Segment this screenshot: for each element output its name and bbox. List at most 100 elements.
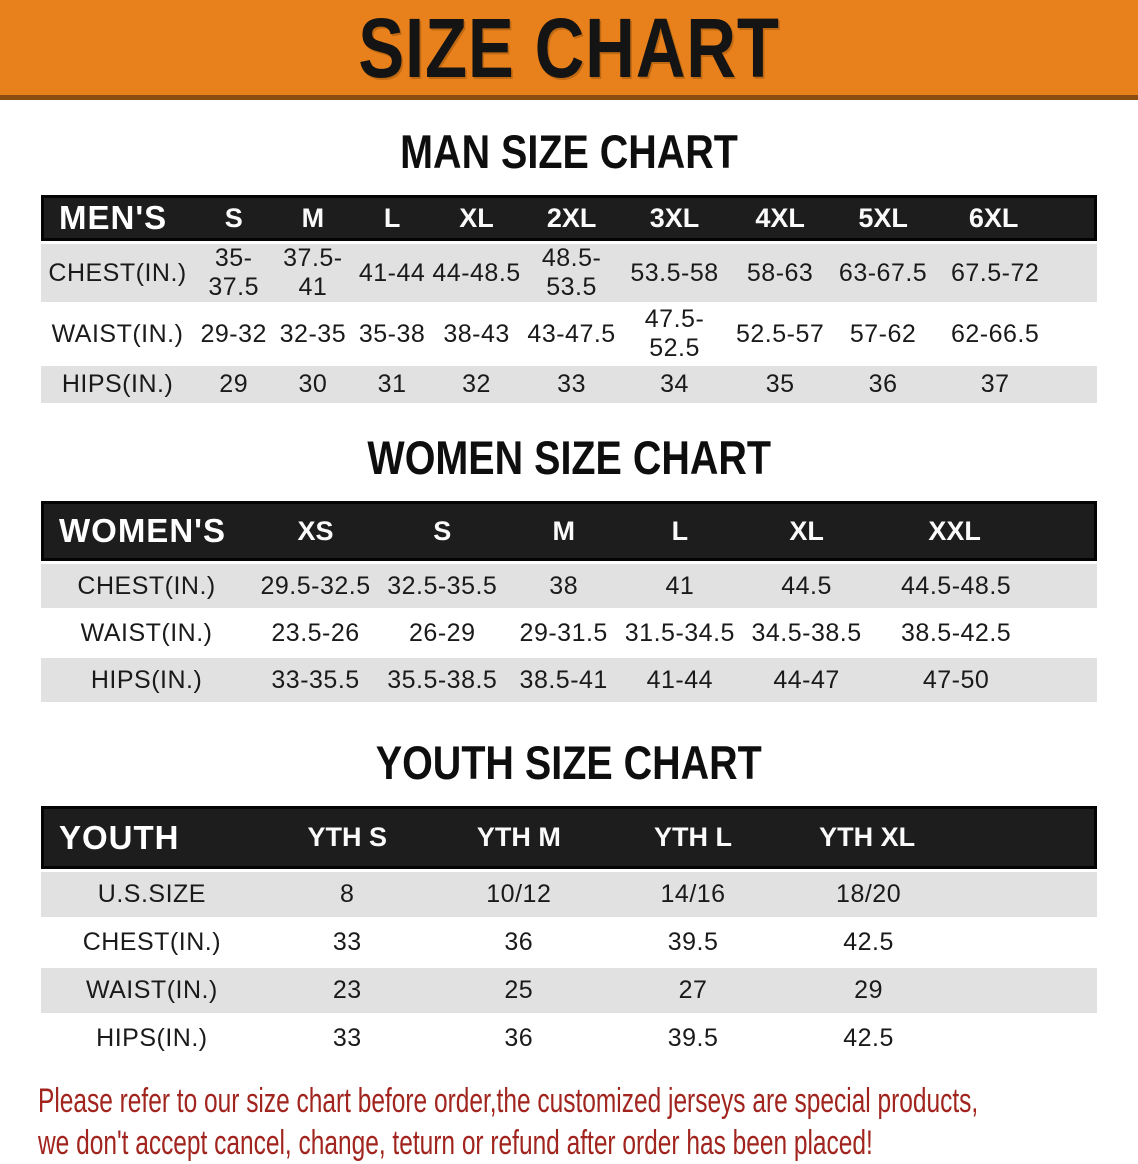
size-value: 44-48.5 xyxy=(432,258,521,287)
size-value: 31 xyxy=(377,370,407,398)
size-column-header: L xyxy=(352,195,432,241)
size-value: 38 xyxy=(549,571,579,600)
table-row: U.S.SIZE 8 10/12 14/16 18/20 xyxy=(41,872,1097,917)
size-column-header: M xyxy=(505,501,622,561)
size-value: 67.5-72 xyxy=(950,258,1040,287)
size-column-header: 4XL xyxy=(727,195,833,241)
size-value: 42.5 xyxy=(843,928,894,956)
men-size-table: MEN'S S M L XL 2XL 3XL 4XL 5XL 6XL CHEST(IN.) 35-37… xyxy=(41,192,1097,406)
size-value: 53.5-58 xyxy=(630,258,719,287)
table-row: WAIST(IN.) 23.5-26 26-29 29-31.5 31.5-34.5 34… xyxy=(41,611,1097,655)
table-row: CHEST(IN.) 29.5-32.5 32.5-35.5 38 41 44.5 44.5… xyxy=(41,564,1097,608)
row-label: HIPS(IN.) xyxy=(90,665,203,694)
size-value: 36 xyxy=(504,1024,534,1052)
size-value: 43-47.5 xyxy=(527,319,616,348)
size-column-header: YTH S xyxy=(262,806,432,869)
table-row: CHEST(IN.) 33 36 39.5 42.5 xyxy=(41,920,1097,965)
table-row: HIPS(IN.) 29 30 31 32 33 34 35 36 37 xyxy=(41,366,1097,403)
size-column-header: XL xyxy=(431,195,522,241)
size-value: 14/16 xyxy=(660,880,726,908)
size-value: 29-32 xyxy=(200,319,267,348)
size-value: 32.5-35.5 xyxy=(387,571,498,600)
size-value: 44-47 xyxy=(773,665,840,694)
youth-table-wrap: YOUTH YTH S YTH M YTH L YTH XL U.S.SIZE 8 10/12… xyxy=(0,803,1138,1064)
size-column-header: YTH M xyxy=(431,806,606,869)
size-column-header: 5XL xyxy=(832,195,934,241)
size-value: 36 xyxy=(868,370,898,398)
women-table-wrap: WOMEN'S XS S M L XL XXL CHEST(IN.) 29.5-32.5 32.5… xyxy=(0,498,1138,705)
size-value: 23 xyxy=(332,976,362,1004)
size-value: 41-44 xyxy=(646,665,714,694)
size-value: 41-44 xyxy=(358,258,426,287)
table-header-row: YOUTH YTH S YTH M YTH L YTH XL xyxy=(41,806,1097,869)
row-label: HIPS(IN.) xyxy=(61,370,174,398)
size-column-header: XL xyxy=(737,501,876,561)
table-row: HIPS(IN.) 33 36 39.5 42.5 xyxy=(41,1016,1097,1061)
table-row: HIPS(IN.) 33-35.5 35.5-38.5 38.5-41 41-44 44-… xyxy=(41,658,1097,702)
size-column-header: XS xyxy=(252,501,379,561)
women-size-table: WOMEN'S XS S M L XL XXL CHEST(IN.) 29.5-32.5 32.5… xyxy=(41,498,1097,705)
size-value: 47-50 xyxy=(922,665,990,694)
size-value: 30 xyxy=(298,370,328,398)
men-section-title: MAN SIZE CHART xyxy=(0,126,1138,178)
size-column-header: 3XL xyxy=(621,195,728,241)
size-value: 47.5-52.5 xyxy=(644,305,705,362)
size-value: 38.5-41 xyxy=(519,665,608,694)
size-column-header: XXL xyxy=(875,501,1097,561)
size-value: 34 xyxy=(660,370,689,398)
size-value: 52.5-57 xyxy=(735,319,825,348)
men-table-wrap: MEN'S S M L XL 2XL 3XL 4XL 5XL 6XL CHEST(IN.) 35-37… xyxy=(0,192,1138,406)
size-value: 58-63 xyxy=(746,258,814,287)
size-value: 63-67.5 xyxy=(838,258,928,287)
women-section-title: WOMEN SIZE CHART xyxy=(0,432,1138,484)
size-value: 39.5 xyxy=(667,928,719,956)
row-label: CHEST(IN.) xyxy=(82,928,222,956)
men-size-section: MAN SIZE CHART MEN'S S M L XL 2XL 3XL 4XL 5XL 6XL… xyxy=(0,126,1138,406)
size-column-header: L xyxy=(621,501,738,561)
size-value: 35 xyxy=(765,370,795,398)
women-size-section: WOMEN SIZE CHART WOMEN'S XS S M L XL XXL CHEST(… xyxy=(0,432,1138,705)
size-value: 33 xyxy=(332,1024,362,1052)
size-value: 38-43 xyxy=(443,319,510,348)
size-value: 32-35 xyxy=(279,319,347,348)
row-label: WAIST(IN.) xyxy=(80,618,213,647)
size-value: 10/12 xyxy=(486,880,552,908)
row-label: WAIST(IN.) xyxy=(51,319,184,348)
size-value: 33 xyxy=(557,370,586,398)
size-column-header: 6XL xyxy=(933,195,1097,241)
table-row: WAIST(IN.) 29-32 32-35 35-38 38-43 43-47.5 47.… xyxy=(41,305,1097,363)
size-value: 44.5-48.5 xyxy=(901,571,1012,600)
size-value: 26-29 xyxy=(409,618,476,647)
size-value: 36 xyxy=(504,928,534,956)
row-label: WAIST(IN.) xyxy=(85,976,218,1004)
size-value: 8 xyxy=(340,880,355,908)
size-column-header: S xyxy=(194,195,274,241)
size-value: 35-37.5 xyxy=(208,244,260,301)
disclaimer: Please refer to our size chart before or… xyxy=(0,1080,1138,1164)
size-column-header: S xyxy=(378,501,506,561)
size-value: 23.5-26 xyxy=(271,618,360,647)
banner-title: SIZE CHART xyxy=(358,0,780,95)
size-chart-banner: SIZE CHART xyxy=(0,0,1138,100)
size-value: 37.5-41 xyxy=(283,244,343,301)
size-value: 25 xyxy=(504,976,534,1004)
table-header-row: WOMEN'S XS S M L XL XXL xyxy=(41,501,1097,561)
size-value: 31.5-34.5 xyxy=(624,618,735,647)
size-value: 62-66.5 xyxy=(950,319,1040,348)
size-value: 39.5 xyxy=(667,1024,719,1052)
youth-section-title-text: YOUTH SIZE CHART xyxy=(375,736,763,789)
table-header-row: MEN'S S M L XL 2XL 3XL 4XL 5XL 6XL xyxy=(41,195,1097,241)
size-value: 42.5 xyxy=(843,1024,894,1052)
size-value: 34.5-38.5 xyxy=(751,618,862,647)
table-row: CHEST(IN.) 35-37.5 37.5-41 41-44 44-48.5 48.5… xyxy=(41,244,1097,302)
size-value: 44.5 xyxy=(781,571,832,600)
table-corner-label: MEN'S xyxy=(41,195,195,241)
women-section-title-text: WOMEN SIZE CHART xyxy=(367,431,771,484)
row-label: CHEST(IN.) xyxy=(48,258,187,287)
table-corner-label: WOMEN'S xyxy=(41,501,253,561)
youth-size-section: YOUTH SIZE CHART YOUTH YTH S YTH M YTH L YTH… xyxy=(0,737,1138,1064)
size-value: 29 xyxy=(219,370,249,398)
youth-size-table: YOUTH YTH S YTH M YTH L YTH XL U.S.SIZE 8 10/12… xyxy=(41,803,1097,1064)
size-value: 35-38 xyxy=(358,319,426,348)
table-corner-label: YOUTH xyxy=(41,806,263,869)
